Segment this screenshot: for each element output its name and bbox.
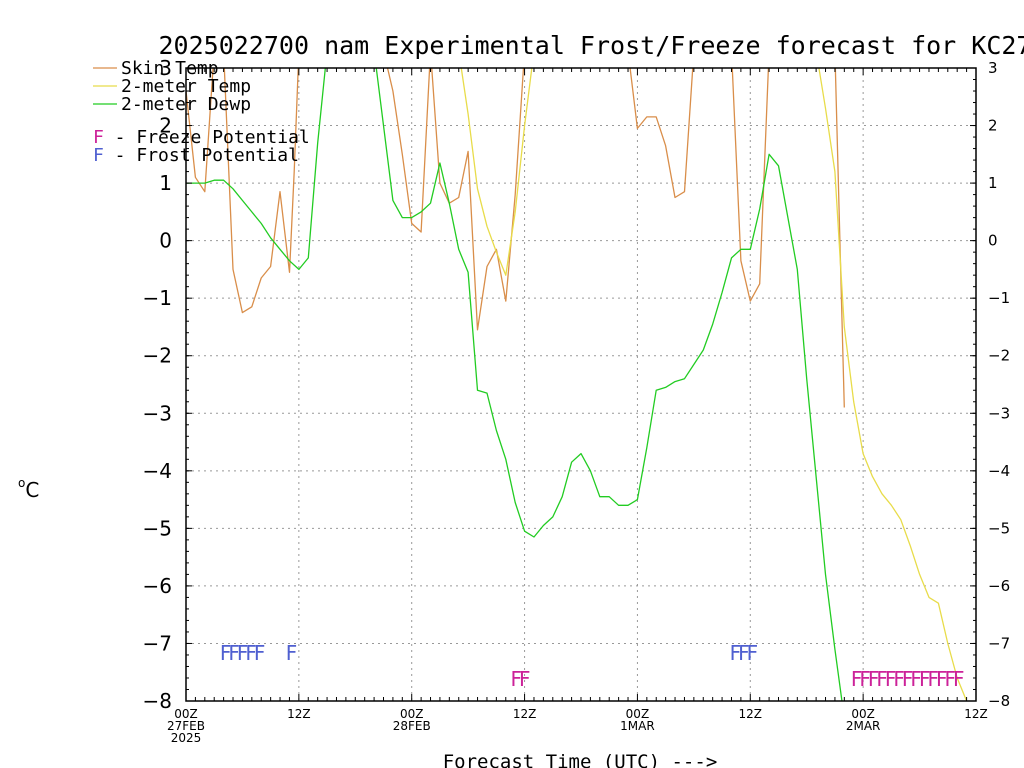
x-tick-label: 12Z [739, 707, 763, 721]
y-tick-label-right: −7 [988, 634, 1010, 652]
x-tick-label: 00Z 1MAR [620, 707, 655, 733]
y-tick-label-right: −1 [988, 289, 1010, 307]
frost-flag-day1: FFFFF [220, 641, 265, 665]
y-tick-label-left: 0 [159, 229, 172, 253]
y-tick-label-left: −6 [143, 574, 172, 598]
series-line-2-meter-dewp [186, 68, 843, 701]
plot-frame [185, 67, 977, 702]
series-layer [186, 68, 968, 701]
legend-label: 2-meter Temp [121, 76, 251, 97]
y-axis-label-degree: o [18, 476, 25, 490]
y-tick-label-left: −5 [143, 516, 172, 540]
chart-title: 2025022700 nam Experimental Frost/Freeze… [159, 31, 1024, 60]
y-axis-right: −8 −7 −6 −5 −4 −3 −2 −1 0 1 2 3 [970, 59, 1010, 710]
series-line-2-meter-temp [460, 68, 968, 701]
y-tick-label-left: 3 [159, 56, 172, 80]
y-tick-label-right: 1 [988, 174, 998, 192]
y-axis-left: −8 −7 −6 −5 −4 −3 −2 −1 0 1 2 3 [143, 56, 192, 713]
x-tick-label: 12Z [964, 707, 988, 721]
y-tick-label-right: −6 [988, 577, 1010, 595]
x-tick-label: 12Z [513, 707, 537, 721]
legend-flag: F - Frost Potential [93, 145, 299, 166]
x-tick-label: 00Z 2MAR [846, 707, 881, 733]
y-tick-label-left: 1 [159, 171, 172, 195]
y-tick-label-right: −4 [988, 462, 1010, 480]
y-tick-label-left: −4 [143, 459, 172, 483]
x-tick-label: 12Z [287, 707, 311, 721]
y-axis-label-unit: C [25, 478, 39, 502]
legend-flag: F - Freeze Potential [93, 127, 310, 148]
y-tick-label-right: −8 [988, 692, 1010, 710]
freeze-flag-day4: FFFFFFFFFFFFF [851, 667, 964, 691]
series-line-skin-temp [186, 68, 845, 408]
x-axis-label: Forecast Time (UTC) ---> [443, 751, 718, 768]
y-tick-label-left: 2 [159, 114, 172, 138]
y-tick-label-left: −2 [143, 344, 172, 368]
y-tick-label-right: 3 [988, 59, 998, 77]
y-axis-label: oC [18, 476, 39, 502]
y-tick-label-right: −5 [988, 519, 1010, 537]
frost-flag-day1-b: F [286, 641, 297, 665]
y-tick-label-left: −8 [143, 689, 172, 713]
x-tick-label: 00Z 27FEB 2025 [167, 707, 205, 745]
legend-label: Skin Temp [121, 58, 219, 79]
y-tick-label-left: −1 [143, 286, 172, 310]
y-tick-label-right: −2 [988, 347, 1010, 365]
x-axis: 00Z 27FEB 2025 12Z 00Z 28FEB 12Z 00Z 1MAR 12Z 00Z 2… [167, 68, 988, 745]
y-tick-label-right: 2 [988, 117, 998, 135]
y-tick-label-right: −3 [988, 404, 1010, 422]
y-tick-label-right: 0 [988, 232, 998, 250]
legend-label: 2-meter Dewp [121, 94, 251, 115]
frost-flag-day3: FFF [730, 641, 758, 665]
freeze-flag-day2: FF [510, 667, 530, 691]
y-tick-label-left: −7 [143, 631, 172, 655]
grid-lines [186, 68, 976, 701]
y-tick-label-left: −3 [143, 401, 172, 425]
x-tick-label: 00Z 28FEB [393, 707, 431, 733]
